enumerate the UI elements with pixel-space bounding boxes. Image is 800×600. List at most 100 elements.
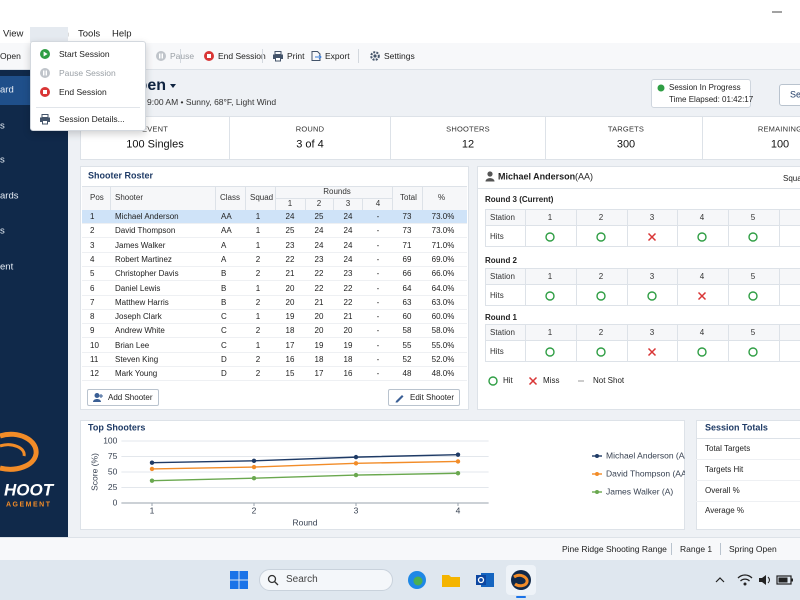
column-header: Squad: [250, 193, 274, 202]
volume-icon[interactable]: [758, 573, 772, 587]
stat-value: 3 of 4: [296, 138, 324, 151]
status-bar: [0, 537, 800, 560]
grid-divider: [525, 209, 526, 247]
table-cell: 20: [285, 283, 295, 293]
column-divider: [275, 198, 392, 199]
table-cell: 63.0%: [431, 297, 455, 307]
table-cell: 52.0%: [431, 355, 455, 364]
table-row[interactable]: [82, 295, 467, 310]
grid-divider: [627, 324, 628, 362]
table-cell: -: [376, 312, 380, 322]
series-point: [149, 478, 155, 483]
tray-overflow[interactable]: [714, 574, 726, 586]
sidebar-item[interactable]: ards: [0, 190, 19, 202]
table-row[interactable]: [82, 267, 467, 282]
table-row[interactable]: [82, 324, 467, 339]
toolbar-button[interactable]: Open: [0, 50, 21, 61]
toolbar-separator: [262, 49, 263, 63]
stats-divider: [390, 116, 391, 160]
sidebar-item[interactable]: s: [0, 225, 5, 237]
toolbar-button[interactable]: Export: [325, 50, 350, 61]
table-cell: -: [376, 283, 380, 293]
sidebar-item[interactable]: s: [0, 120, 5, 132]
series-line: [151, 472, 459, 482]
station-number: 2: [598, 212, 604, 222]
table-cell: Brian Lee: [115, 340, 150, 350]
search-box[interactable]: [259, 569, 393, 591]
table-cell: 1: [255, 340, 261, 350]
status-item: Spring Open: [729, 543, 777, 554]
menu-item[interactable]: Tools: [78, 28, 101, 40]
hit-icon: [596, 232, 606, 242]
column-header: %: [438, 193, 446, 202]
app-icon[interactable]: [510, 569, 532, 591]
start-button[interactable]: [229, 570, 249, 590]
series-point: [149, 460, 155, 465]
table-cell: AA: [221, 226, 232, 236]
dropdown-item[interactable]: End Session: [59, 86, 107, 97]
menu-item[interactable]: View: [3, 28, 24, 40]
table-row[interactable]: [82, 281, 467, 296]
table-cell: 2: [255, 254, 261, 264]
table-row[interactable]: [82, 310, 467, 325]
table-cell: -: [376, 254, 380, 264]
sidebar-item[interactable]: ent: [0, 261, 14, 273]
dropdown-item[interactable]: Start Session: [59, 48, 110, 59]
wifi-icon[interactable]: [737, 573, 753, 587]
toolbar-button[interactable]: Pause: [170, 50, 195, 61]
stat-value: 300: [616, 138, 636, 151]
grid-divider: [576, 324, 577, 362]
table-row[interactable]: [82, 252, 467, 267]
table-row[interactable]: [82, 238, 467, 253]
battery-icon[interactable]: [776, 574, 794, 586]
column-header: 2: [316, 199, 322, 208]
toolbar-button[interactable]: End Session: [218, 50, 266, 61]
grid-divider: [576, 268, 577, 306]
table-cell: 52: [402, 355, 412, 364]
table-cell: 60.0%: [431, 312, 455, 322]
table-cell: Daniel Lewis: [115, 283, 161, 293]
table-row[interactable]: [82, 224, 467, 239]
y-tick-label: 0: [113, 497, 118, 507]
button-icon: [92, 392, 104, 403]
table-row[interactable]: [82, 367, 467, 382]
add-shooter-button[interactable]: [87, 389, 159, 406]
series-point: [149, 466, 155, 472]
table-cell: D: [221, 369, 227, 379]
table-cell: 9: [90, 326, 95, 336]
series-line: [151, 453, 459, 464]
toolbar-button[interactable]: Print: [287, 50, 305, 61]
minimize-button[interactable]: [770, 6, 784, 18]
title-caret[interactable]: [169, 82, 177, 90]
grid-divider: [728, 268, 729, 306]
hit-icon: [697, 232, 707, 242]
toolbar-button[interactable]: Settings: [384, 50, 415, 61]
table-cell: D: [221, 355, 227, 364]
table-row-selected[interactable]: [82, 210, 467, 224]
dropdown-item[interactable]: Session Details...: [59, 113, 125, 124]
menu-item[interactable]: Help: [112, 28, 132, 40]
column-header: Rounds: [323, 187, 351, 196]
y-tick-label: 100: [103, 435, 117, 445]
table-cell: 71.0%: [431, 240, 455, 250]
explorer-icon[interactable]: [441, 570, 461, 590]
edge-icon[interactable]: [407, 570, 427, 590]
table-cell: -: [376, 269, 380, 279]
sidebar-item[interactable]: ard: [0, 84, 14, 96]
sidebar-item[interactable]: s: [0, 154, 5, 166]
hits-label: Hits: [490, 232, 504, 241]
divider: [696, 501, 800, 502]
menu-bar: [0, 26, 800, 43]
x-tick-label: 2: [252, 505, 257, 515]
hits-label: Hits: [490, 291, 504, 300]
table-cell: Robert Martinez: [115, 254, 172, 264]
table-cell: 1: [255, 226, 261, 236]
table-row[interactable]: [82, 338, 467, 353]
header-button[interactable]: [779, 84, 800, 106]
edit-shooter-button[interactable]: [388, 389, 460, 406]
station-number: 4: [699, 327, 705, 337]
station-number: 2: [598, 327, 604, 337]
table-row[interactable]: [82, 353, 467, 367]
table-cell: -: [376, 355, 380, 364]
outlook-icon[interactable]: [475, 570, 495, 590]
